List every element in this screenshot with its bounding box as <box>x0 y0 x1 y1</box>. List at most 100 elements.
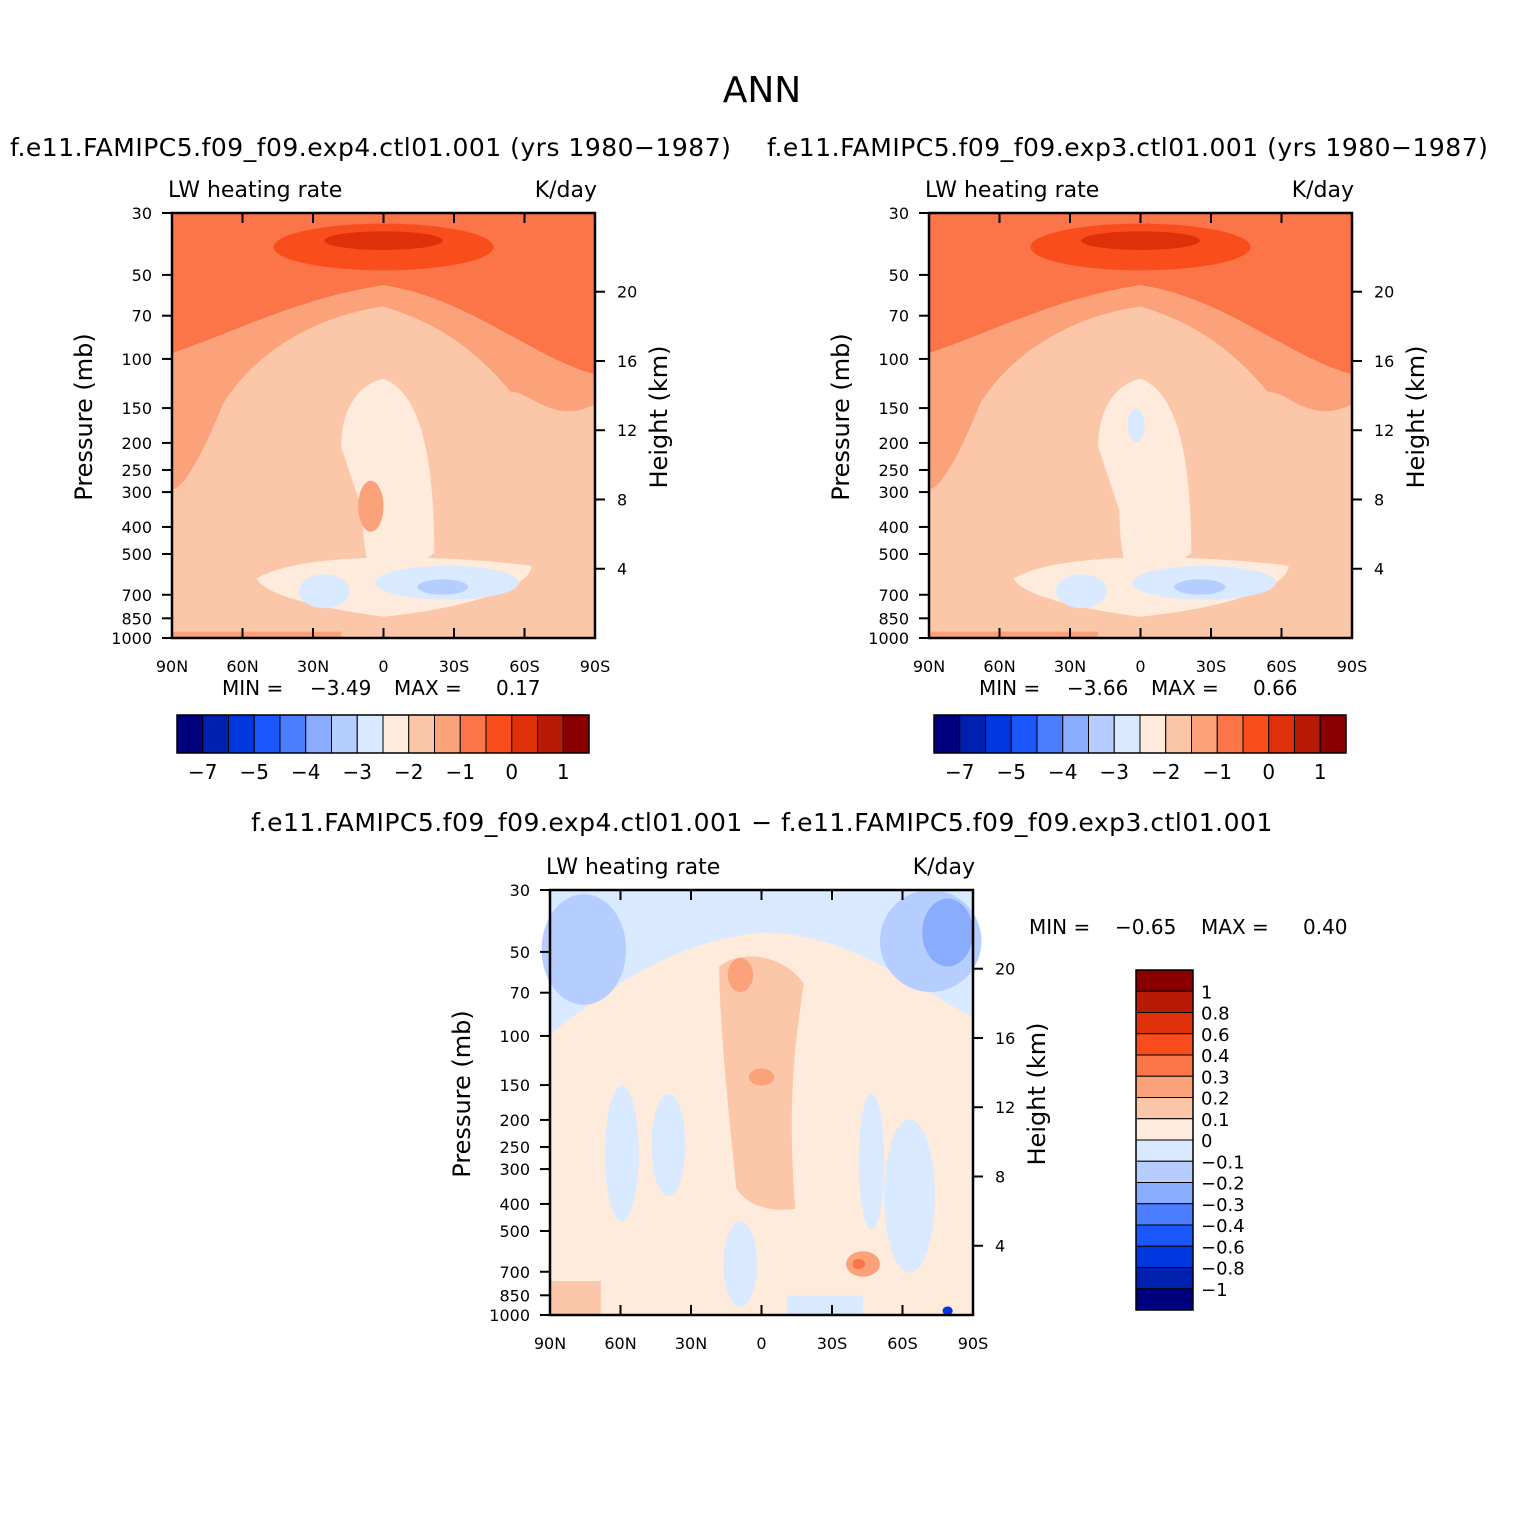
colorbar-box <box>1062 714 1089 754</box>
colorbar: 10.80.60.40.30.20.10−0.1−0.2−0.3−0.4−0.6… <box>1135 969 1245 1311</box>
y-tick-label: 500 <box>121 545 152 564</box>
x-tick-label: 60N <box>983 657 1015 676</box>
right-tick-label: 12 <box>995 1098 1015 1117</box>
subtitle-units: K/day <box>1292 178 1354 203</box>
y-tick-label: 250 <box>121 461 152 480</box>
y-tick-label: 250 <box>499 1138 530 1157</box>
warm-spot-tropics <box>358 480 384 532</box>
max-label: MAX = <box>1151 676 1219 700</box>
upper-cooling-band <box>550 890 973 1035</box>
right-tick-label: 20 <box>617 283 637 302</box>
colorbar-box <box>1135 969 1194 992</box>
colorbar-label: 0.3 <box>1201 1067 1230 1088</box>
tropical-column <box>341 378 435 617</box>
y-tick-label: 850 <box>121 609 152 628</box>
subtitle-variable: LW heating rate <box>925 178 1099 203</box>
min-value: −3.66 <box>1067 676 1128 700</box>
colorbar-box <box>253 714 281 754</box>
y-tick-label: 30 <box>510 881 530 900</box>
colorbar-frame <box>176 714 590 754</box>
right-tick-label: 8 <box>995 1167 1005 1186</box>
max-value: 0.66 <box>1253 676 1298 700</box>
y-tick-label: 150 <box>121 399 152 418</box>
x-tick-label: 30N <box>1054 657 1086 676</box>
colorbar-box <box>434 714 461 754</box>
colorbar: −7 −5 −4 −3 −2 −1 0 1 <box>176 714 590 784</box>
y-tick-label: 1000 <box>111 629 152 648</box>
colorbar-label: −0.8 <box>1201 1259 1245 1280</box>
y-tick-label: 70 <box>132 307 152 326</box>
right-tick-label: 12 <box>1374 421 1394 440</box>
right-tick-label: 4 <box>1374 560 1384 579</box>
x-tick-label: 90S <box>580 657 611 676</box>
x-tick-label: 30S <box>817 1334 848 1353</box>
colorbar-box <box>1135 1118 1194 1141</box>
cooling-spot-surface <box>942 1306 953 1315</box>
colorbar-box <box>1135 1288 1194 1311</box>
y-tick-label: 200 <box>499 1111 530 1130</box>
colorbar-label: −5 <box>997 760 1026 784</box>
x-tick-label: 30S <box>439 657 470 676</box>
colorbar-label: −7 <box>945 760 974 784</box>
subtitle-units: K/day <box>913 855 975 880</box>
colorbar-box <box>1191 714 1218 754</box>
min-value: −3.49 <box>310 676 371 700</box>
cooling-patch-2 <box>651 1094 686 1196</box>
colorbar-label: −4 <box>291 760 320 784</box>
cooling-blob-north <box>1055 574 1107 609</box>
mid-heating-band <box>929 285 1352 490</box>
peak-core <box>324 231 443 250</box>
colorbar-box <box>1036 714 1064 754</box>
colorbar-box <box>1268 714 1295 754</box>
colorbar-label: 0.4 <box>1201 1046 1230 1067</box>
colorbar-box <box>511 714 538 754</box>
y-tick-label: 700 <box>878 586 909 605</box>
cooling-core-south <box>417 579 469 595</box>
y-tick-label: 850 <box>878 609 909 628</box>
colorbar-box <box>1242 714 1270 754</box>
colorbar-label: −3 <box>343 760 372 784</box>
colorbar: −7 −5 −4 −3 −2 −1 0 1 <box>933 714 1347 784</box>
max-label: MAX = <box>394 676 462 700</box>
max-value: 0.40 <box>1303 915 1348 939</box>
mid-heating-band <box>172 285 595 490</box>
y-tick-label: 70 <box>510 984 530 1003</box>
colorbar-box <box>1135 1267 1194 1290</box>
colorbar-box <box>459 714 487 754</box>
y-axis-label: Pressure (mb) <box>827 333 855 500</box>
y-tick-label: 500 <box>499 1222 530 1241</box>
colorbar-label: −5 <box>240 760 269 784</box>
x-tick-label: 30S <box>1196 657 1227 676</box>
colorbar-label: −0.4 <box>1201 1216 1245 1237</box>
colorbar-box <box>331 714 358 754</box>
colorbar-label: 0 <box>1201 1131 1212 1152</box>
warm-core-mid <box>748 1068 775 1086</box>
colorbar-box <box>1010 714 1038 754</box>
y-tick-label: 100 <box>121 350 152 369</box>
colorbar-label: 0.2 <box>1201 1089 1230 1110</box>
colorbar-label: 0 <box>1262 760 1275 784</box>
tropical-column <box>1098 378 1192 617</box>
colorbar-box <box>1135 1012 1194 1035</box>
colorbar-box <box>1088 714 1115 754</box>
panel-left: LW heating rate K/day30507010015020025030… <box>70 178 673 784</box>
colorbar-label: 0.6 <box>1201 1025 1230 1046</box>
colorbar-box <box>985 714 1012 754</box>
y-tick-label: 400 <box>121 518 152 537</box>
min-label: MIN = <box>222 676 283 700</box>
y-axis-label: Pressure (mb) <box>448 1010 476 1177</box>
north-cooling-blob <box>541 894 627 1005</box>
colorbar-label: −4 <box>1048 760 1077 784</box>
x-tick-label: 0 <box>1135 657 1145 676</box>
colorbar-box <box>1135 1054 1194 1077</box>
colorbar-frame <box>933 714 1347 754</box>
right-tick-label: 12 <box>617 421 637 440</box>
cooling-patch-3 <box>858 1094 885 1230</box>
y-tick-label: 850 <box>499 1286 530 1305</box>
right-tick-label: 8 <box>617 490 627 509</box>
x-tick-label: 30N <box>297 657 329 676</box>
colorbar-box <box>1319 714 1347 754</box>
max-value: 0.17 <box>496 676 541 700</box>
x-tick-label: 60S <box>887 1334 918 1353</box>
colorbar-box <box>356 714 384 754</box>
